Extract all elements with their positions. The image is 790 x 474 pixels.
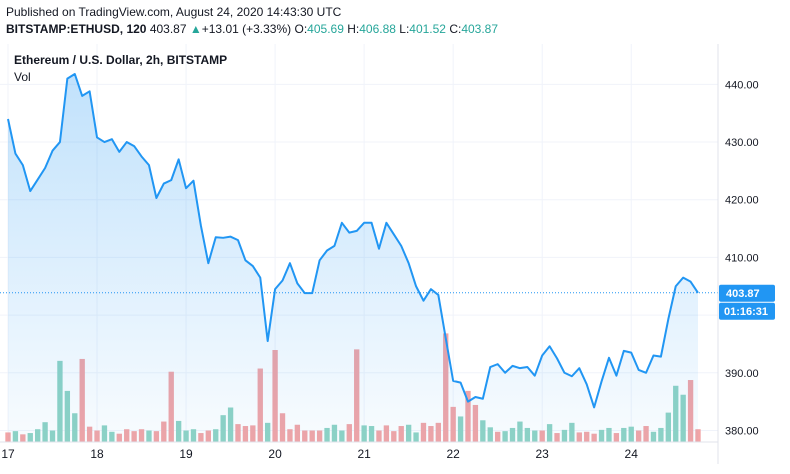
y-tick-label: 410.00 (725, 252, 759, 264)
quote-line: BITSTAMP:ETHUSD, 120 403.87 ▲+13.01 (+3.… (6, 22, 498, 36)
x-tick-label: 18 (90, 447, 104, 461)
countdown-badge-label: 01:16:31 (724, 306, 768, 318)
x-tick-label: 21 (357, 447, 371, 461)
x-tick-label: 22 (446, 447, 460, 461)
change-value: +13.01 (+3.33%) (201, 22, 292, 36)
x-tick-label: 24 (625, 447, 639, 461)
close-value: 403.87 (461, 22, 499, 36)
last-price: 403.87 (149, 22, 187, 36)
price-axis[interactable]: 380.00390.00400.00410.00420.00430.00440.… (725, 79, 759, 437)
y-tick-label: 420.00 (725, 195, 759, 207)
price-area-fill (8, 73, 698, 443)
high-value: 406.88 (359, 22, 396, 36)
price-chart[interactable]: 380.00390.00400.00410.00420.00430.00440.… (0, 44, 790, 474)
countdown-badge (719, 302, 775, 320)
open-value: 405.69 (307, 22, 344, 36)
close-label: C: (449, 22, 462, 36)
low-label: L: (399, 22, 410, 36)
x-tick-label: 20 (268, 447, 282, 461)
volume-label: Vol (14, 70, 31, 84)
last-price-badge-label: 403.87 (726, 288, 760, 300)
price-line (7, 72, 699, 409)
x-tick-label: 19 (179, 447, 193, 461)
y-tick-label: 440.00 (725, 79, 759, 91)
change-arrow-icon: ▲ (189, 22, 202, 36)
y-tick-label: 430.00 (725, 137, 759, 149)
low-value: 401.52 (409, 22, 446, 36)
chart-title: Ethereum / U.S. Dollar, 2h, BITSTAMP (14, 53, 227, 67)
symbol-label[interactable]: BITSTAMP:ETHUSD, 120 (6, 22, 147, 36)
chart-panel[interactable]: 380.00390.00400.00410.00420.00430.00440.… (0, 44, 790, 474)
x-tick-label: 17 (1, 447, 15, 461)
open-label: O: (294, 22, 308, 36)
published-line: Published on TradingView.com, August 24,… (6, 5, 342, 19)
y-tick-label: 390.00 (725, 368, 759, 380)
time-axis[interactable]: 17 18 19 20 21 22 23 24 (1, 447, 638, 461)
high-label: H: (347, 22, 360, 36)
x-tick-label: 23 (536, 447, 550, 461)
y-tick-label: 380.00 (725, 425, 759, 437)
last-price-badge (719, 284, 775, 302)
